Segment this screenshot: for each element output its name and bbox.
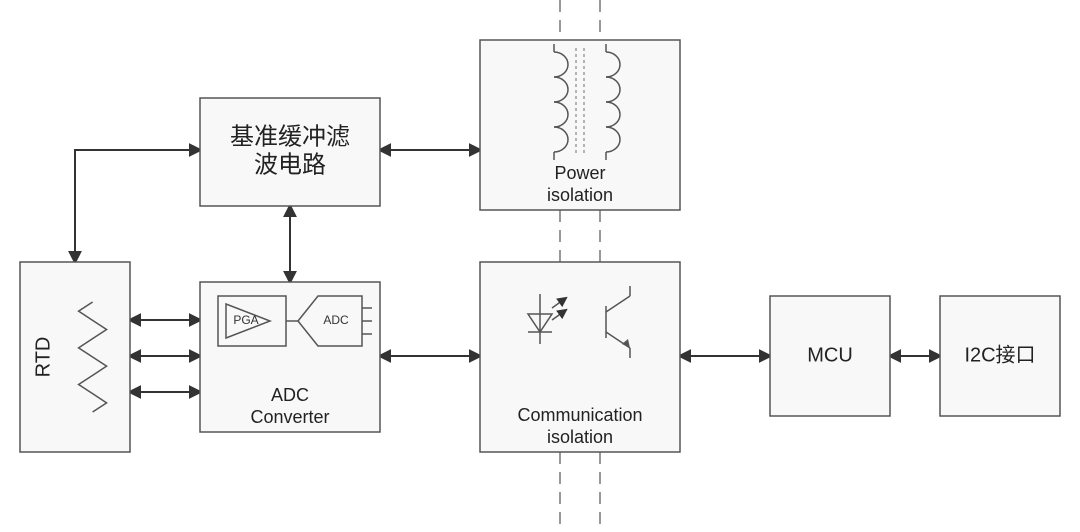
block-rtd-label: RTD [32,337,54,378]
block-mcu: MCU [770,296,890,416]
block-buffer-label: 波电路 [254,151,326,178]
block-buffer: 基准缓冲滤波电路 [200,98,380,206]
block-comm: Communicationisolation [480,262,680,452]
adc-label: ADC [323,313,349,327]
block-i2c: I2C接口 [940,296,1060,416]
block-rtd: RTD [20,262,130,452]
block-adc-label: Converter [250,407,329,427]
block-adc-label: ADC [271,385,309,405]
block-adc: ADCConverterPGAADC [200,282,380,432]
block-i2c-label: I2C接口 [964,343,1035,366]
pga-label: PGA [233,313,258,327]
block-comm-label: isolation [547,427,613,447]
block-mcu-label: MCU [807,344,853,366]
block-power: Powerisolation [480,40,680,210]
block-buffer-label: 基准缓冲滤 [230,123,350,150]
block-power-label: isolation [547,185,613,205]
block-power-label: Power [554,163,605,183]
block-comm-label: Communication [517,405,642,425]
edge-rtd-buffer [75,150,200,262]
